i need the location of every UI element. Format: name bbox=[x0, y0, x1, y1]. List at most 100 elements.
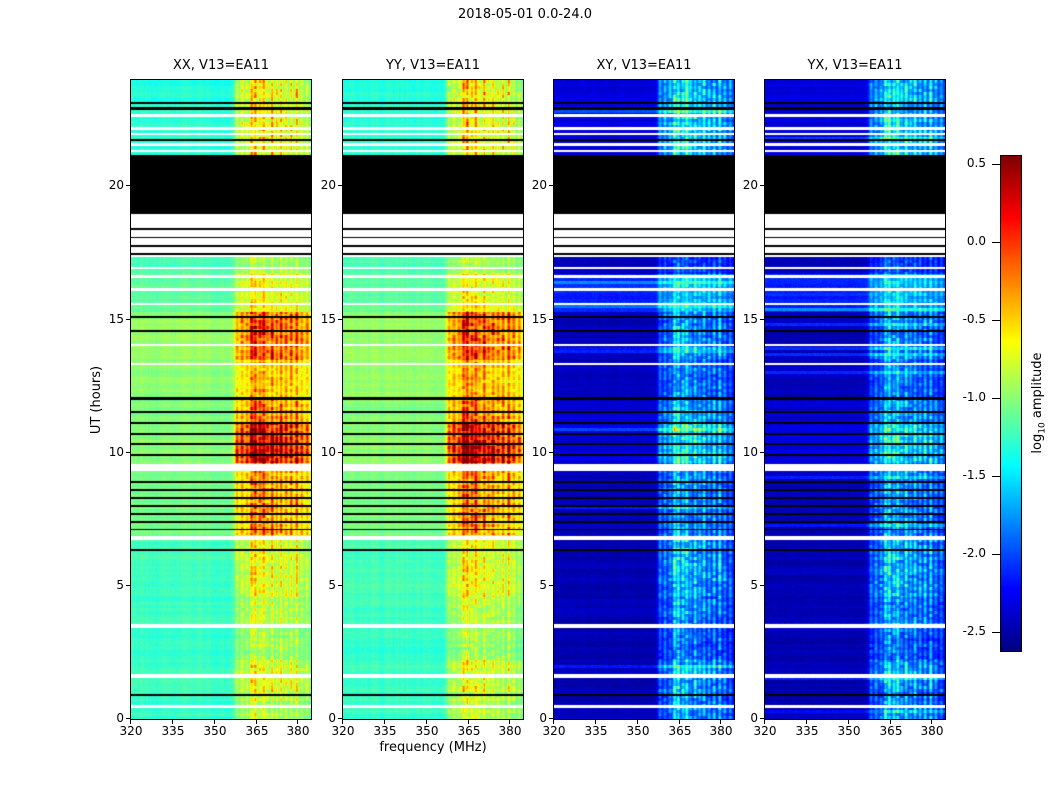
y-tick-label: 20 bbox=[108, 178, 124, 192]
heatmap-canvas-yy bbox=[343, 80, 523, 719]
x-tick-label: 380 bbox=[286, 724, 310, 738]
y-tick-mark bbox=[549, 452, 553, 453]
y-tick-mark bbox=[338, 452, 342, 453]
y-tick-mark bbox=[338, 718, 342, 719]
x-tick-label: 380 bbox=[709, 724, 733, 738]
heatmap-frame-xx bbox=[130, 79, 312, 720]
y-tick-label: 20 bbox=[742, 178, 758, 192]
y-tick-mark bbox=[338, 185, 342, 186]
x-tick-mark bbox=[931, 720, 932, 724]
y-tick-label: 0 bbox=[328, 711, 336, 725]
x-tick-mark bbox=[214, 720, 215, 724]
x-tick-mark bbox=[384, 720, 385, 724]
y-tick-label: 10 bbox=[531, 445, 547, 459]
y-tick-label: 15 bbox=[108, 312, 124, 326]
colorbar-tick-label: -1.0 bbox=[962, 390, 986, 404]
x-tick-mark bbox=[637, 720, 638, 724]
x-tick-label: 350 bbox=[415, 724, 439, 738]
colorbar-tick-mark bbox=[992, 554, 1000, 555]
y-tick-label: 10 bbox=[320, 445, 336, 459]
x-tick-label: 320 bbox=[119, 724, 143, 738]
x-tick-mark bbox=[297, 720, 298, 724]
y-tick-label: 5 bbox=[116, 578, 124, 592]
colorbar-tick-label: -0.5 bbox=[962, 312, 986, 326]
y-tick-mark bbox=[126, 718, 130, 719]
y-tick-label: 20 bbox=[531, 178, 547, 192]
x-tick-label: 350 bbox=[626, 724, 650, 738]
x-tick-mark bbox=[468, 720, 469, 724]
y-tick-mark bbox=[549, 585, 553, 586]
x-tick-label: 335 bbox=[584, 724, 608, 738]
x-tick-mark bbox=[509, 720, 510, 724]
x-tick-mark bbox=[595, 720, 596, 724]
heatmap-canvas-yx bbox=[765, 80, 945, 719]
x-tick-label: 365 bbox=[245, 724, 269, 738]
y-tick-label: 10 bbox=[742, 445, 758, 459]
x-tick-label: 380 bbox=[498, 724, 522, 738]
x-tick-mark bbox=[848, 720, 849, 724]
colorbar-tick-mark bbox=[992, 476, 1000, 477]
heatmap-frame-yx bbox=[764, 79, 946, 720]
colorbar-tick-label: -1.5 bbox=[962, 468, 986, 482]
y-tick-mark bbox=[126, 185, 130, 186]
panel-title-xy: XY, V13=EA11 bbox=[596, 58, 692, 73]
y-tick-mark bbox=[760, 718, 764, 719]
y-tick-label: 15 bbox=[320, 312, 336, 326]
colorbar-label-prefix: log bbox=[1030, 433, 1045, 454]
x-tick-mark bbox=[130, 720, 131, 724]
x-tick-mark bbox=[426, 720, 427, 724]
x-tick-mark bbox=[890, 720, 891, 724]
colorbar-tick-label: -2.0 bbox=[962, 546, 986, 560]
panel-yy: YY, V13=EA11 320 335 350 365 380 0 5 10 15 20 bbox=[321, 58, 524, 768]
y-tick-mark bbox=[549, 319, 553, 320]
panel-yx: YX, V13=EA11 320 335 350 365 380 0 5 10 15 20 bbox=[743, 58, 946, 768]
x-tick-label: 380 bbox=[920, 724, 944, 738]
y-tick-mark bbox=[338, 585, 342, 586]
colorbar-tick-mark bbox=[992, 242, 1000, 243]
y-tick-mark bbox=[126, 452, 130, 453]
y-tick-mark bbox=[760, 319, 764, 320]
y-tick-label: 15 bbox=[742, 312, 758, 326]
y-tick-mark bbox=[549, 185, 553, 186]
colorbar-label-subscript: 10 bbox=[1037, 422, 1048, 434]
y-tick-mark bbox=[760, 452, 764, 453]
panel-title-xx: XX, V13=EA11 bbox=[172, 58, 270, 73]
y-tick-label: 5 bbox=[539, 578, 547, 592]
x-axis-label: frequency (MHz) bbox=[379, 740, 487, 755]
y-tick-mark bbox=[549, 718, 553, 719]
x-tick-mark bbox=[720, 720, 721, 724]
x-tick-mark bbox=[256, 720, 257, 724]
panel-title-yy: YY, V13=EA11 bbox=[385, 58, 481, 73]
panel-title-yx: YX, V13=EA11 bbox=[807, 58, 903, 73]
y-tick-mark bbox=[760, 585, 764, 586]
colorbar-label: log10 amplitude bbox=[1030, 333, 1048, 473]
x-tick-label: 320 bbox=[542, 724, 566, 738]
y-tick-label: 20 bbox=[320, 178, 336, 192]
figure-title: 2018-05-01 0.0-24.0 bbox=[458, 7, 592, 22]
x-tick-label: 365 bbox=[457, 724, 481, 738]
heatmap-frame-xy bbox=[553, 79, 735, 720]
x-tick-mark bbox=[553, 720, 554, 724]
x-tick-mark bbox=[764, 720, 765, 724]
colorbar-tick-mark bbox=[992, 164, 1000, 165]
y-tick-label: 0 bbox=[539, 711, 547, 725]
colorbar-frame bbox=[1000, 155, 1022, 652]
y-tick-mark bbox=[126, 319, 130, 320]
y-tick-mark bbox=[338, 319, 342, 320]
x-tick-label: 350 bbox=[203, 724, 227, 738]
colorbar-tick-label: 0.5 bbox=[966, 156, 986, 170]
x-tick-label: 335 bbox=[795, 724, 819, 738]
y-tick-label: 0 bbox=[750, 711, 758, 725]
y-tick-label: 5 bbox=[328, 578, 336, 592]
x-tick-mark bbox=[679, 720, 680, 724]
x-tick-mark bbox=[806, 720, 807, 724]
heatmap-frame-yy bbox=[342, 79, 524, 720]
x-tick-mark bbox=[342, 720, 343, 724]
x-tick-label: 365 bbox=[879, 724, 903, 738]
x-tick-label: 320 bbox=[331, 724, 355, 738]
x-tick-label: 365 bbox=[668, 724, 692, 738]
x-tick-label: 350 bbox=[837, 724, 861, 738]
colorbar-tick-label: 0.0 bbox=[966, 234, 986, 248]
x-tick-label: 320 bbox=[753, 724, 777, 738]
